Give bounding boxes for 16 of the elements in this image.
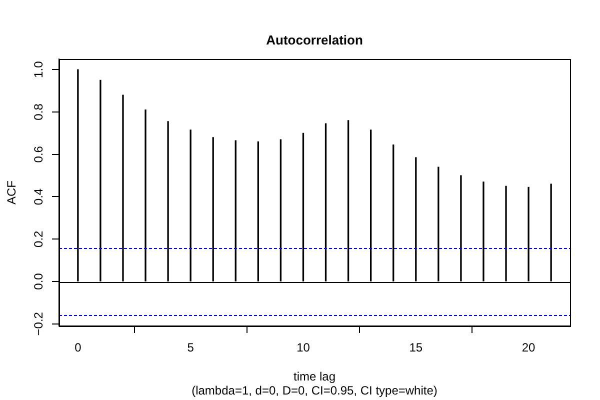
chart-title: Autocorrelation <box>266 32 363 48</box>
x-tick-label: 5 <box>187 340 194 354</box>
y-tick-label: 0.6 <box>31 146 46 163</box>
x-tick-label: 15 <box>409 340 423 354</box>
x-tick-label: 20 <box>522 340 536 354</box>
y-tick-label: −0.2 <box>31 312 46 336</box>
x-axis-title: time lag <box>293 369 336 384</box>
y-tick-label: 0.2 <box>31 230 46 248</box>
x-tick-label: 0 <box>74 340 82 354</box>
y-tick-label: 0.4 <box>31 188 46 206</box>
y-axis-title: ACF <box>4 180 18 204</box>
x-tick-label: 10 <box>296 340 310 354</box>
y-tick-label: 0.8 <box>31 103 46 120</box>
text: (lambda=1, d=0, D=0, CI=0.95, CI type=white) <box>192 383 438 398</box>
y-tick-label: 0.0 <box>31 272 46 290</box>
y-tick-label: 1.0 <box>31 60 46 78</box>
